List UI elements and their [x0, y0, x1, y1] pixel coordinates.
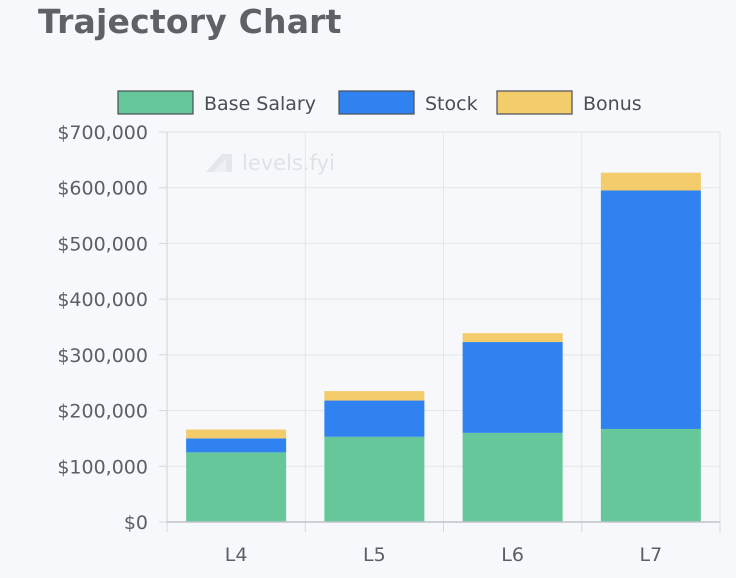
watermark-text: levels.fyi [242, 151, 335, 175]
legend-label-base-salary[interactable]: Base Salary [204, 93, 316, 115]
y-tick-label: $600,000 [57, 178, 148, 200]
legend-item-stock[interactable]: Stock [338, 90, 478, 115]
bars [186, 172, 701, 522]
bar-stock-l4[interactable] [186, 438, 287, 453]
bar-bonus-l6[interactable] [462, 333, 563, 343]
x-tick-label: L4 [225, 544, 248, 566]
watermark: levels.fyi [206, 151, 335, 175]
axes [159, 131, 721, 532]
y-tick-label: $0 [124, 512, 148, 534]
legend-swatch-bonus[interactable] [496, 90, 573, 115]
bar-base-salary-l6[interactable] [462, 432, 563, 522]
legend-swatch-stock[interactable] [338, 90, 415, 115]
bar-base-salary-l5[interactable] [324, 436, 425, 522]
legend[interactable]: Base Salary Stock Bonus [117, 90, 642, 115]
legend-label-bonus[interactable]: Bonus [583, 93, 642, 115]
legend-item-base-salary[interactable]: Base Salary [117, 90, 316, 115]
legend-swatch-base-salary[interactable] [117, 90, 194, 115]
bar-stock-l7[interactable] [600, 190, 701, 429]
x-tick-label: L5 [363, 544, 386, 566]
y-axis-ticks: $0 $100,000 $200,000 $300,000 $400,000 $500,0… [57, 122, 148, 534]
legend-item-bonus[interactable]: Bonus [496, 90, 642, 115]
x-axis-ticks: L4 L5 L6 L7 [225, 544, 662, 566]
y-tick-label: $200,000 [57, 401, 148, 423]
levels-fyi-logo-icon [206, 154, 232, 172]
x-tick-label: L6 [501, 544, 524, 566]
y-tick-label: $500,000 [57, 233, 148, 255]
bar-bonus-l5[interactable] [324, 391, 425, 401]
y-tick-label: $700,000 [57, 122, 148, 144]
bar-stock-l6[interactable] [462, 342, 563, 433]
logo-shape [213, 158, 226, 172]
y-tick-label: $400,000 [57, 289, 148, 311]
bar-bonus-l7[interactable] [600, 172, 701, 191]
bar-stock-l5[interactable] [324, 400, 425, 437]
chart-title: Trajectory Chart [38, 2, 342, 41]
gridlines [167, 131, 721, 522]
legend-label-stock[interactable]: Stock [425, 93, 478, 115]
x-tick-label: L7 [640, 544, 663, 566]
bar-bonus-l4[interactable] [186, 429, 287, 439]
bar-base-salary-l7[interactable] [600, 428, 701, 522]
bar-base-salary-l4[interactable] [186, 452, 287, 522]
y-tick-label: $100,000 [57, 456, 148, 478]
y-tick-label: $300,000 [57, 345, 148, 367]
